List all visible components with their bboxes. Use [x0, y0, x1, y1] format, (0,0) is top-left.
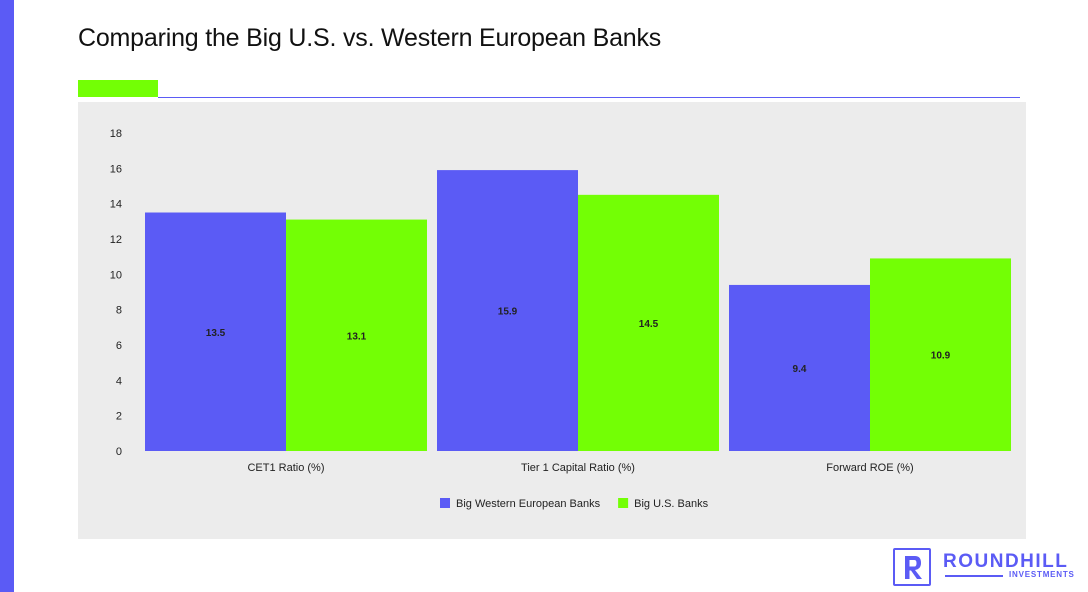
bar [145, 212, 286, 451]
data-label: 15.9 [498, 307, 518, 318]
y-tick-label: 4 [116, 375, 122, 387]
bar-chart: 0 2 4 6 8 10 12 14 16 18 13.5 13.1 CET1 Ratio (%) 15.… [110, 128, 1011, 510]
bar [729, 284, 870, 451]
logo-wordmark: ROUNDHILL [943, 551, 1069, 572]
data-label: 13.1 [347, 331, 367, 342]
y-tick-label: 8 [116, 305, 122, 317]
x-tick-label: Tier 1 Capital Ratio (%) [521, 462, 635, 474]
letter-r-icon [893, 548, 931, 586]
x-tick-label: CET1 Ratio (%) [247, 462, 324, 474]
y-tick-label: 12 [110, 234, 122, 246]
data-label: 13.5 [206, 328, 226, 339]
page-title: Comparing the Big U.S. vs. Western Europ… [78, 24, 662, 52]
legend-label: Big Western European Banks [456, 498, 601, 510]
roundhill-logo: ROUNDHILL INVESTMENTS [893, 548, 1083, 588]
y-tick-label: 6 [116, 340, 122, 352]
data-label: 9.4 [793, 364, 807, 375]
legend-label: Big U.S. Banks [634, 498, 708, 510]
bar [437, 170, 578, 451]
y-tick-label: 0 [116, 446, 122, 458]
legend-swatch [440, 498, 450, 508]
chart-panel: 0 2 4 6 8 10 12 14 16 18 13.5 13.1 CET1 Ratio (%) 15.… [78, 102, 1026, 539]
legend-swatch [618, 498, 629, 508]
y-tick-label: 14 [110, 199, 122, 211]
data-label: 14.5 [639, 319, 659, 330]
bar [870, 258, 1011, 451]
y-tick-label: 10 [110, 269, 122, 281]
logo-rule [945, 575, 1003, 577]
logo-subtitle: INVESTMENTS [1009, 570, 1075, 579]
title-divider [158, 97, 1020, 98]
title-accent-block [78, 80, 158, 97]
bar [578, 194, 719, 451]
x-tick-label: Forward ROE (%) [826, 462, 913, 474]
bar [286, 219, 427, 451]
y-tick-label: 2 [116, 411, 122, 423]
data-label: 10.9 [931, 351, 951, 362]
y-tick-label: 16 [110, 163, 122, 175]
left-accent-bar [0, 0, 14, 592]
y-tick-label: 18 [110, 128, 122, 140]
